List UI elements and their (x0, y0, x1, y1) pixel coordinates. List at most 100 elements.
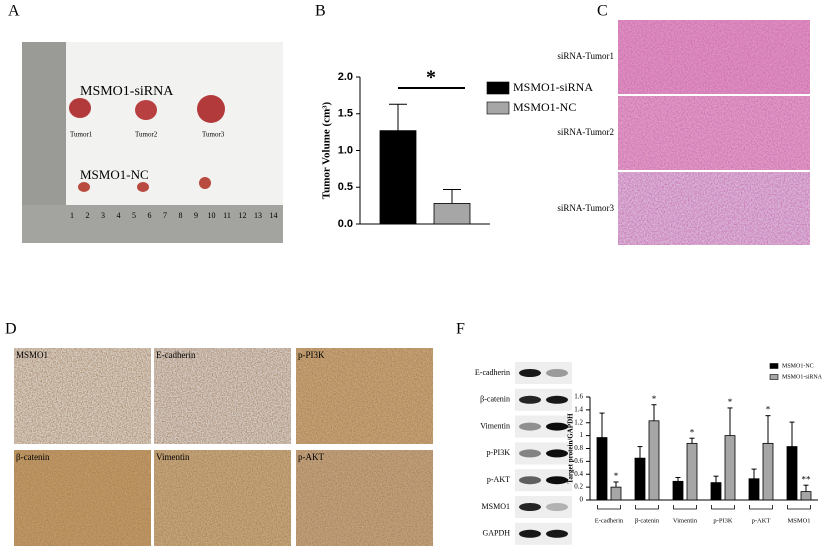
blot-label: p-PI3K (486, 448, 510, 457)
y-tick-label: 0.4 (574, 470, 583, 478)
ihc-label: Vimentin (156, 452, 190, 462)
blot-band (519, 369, 541, 377)
category-bracket (787, 505, 811, 510)
ihc-label: p-PI3K (298, 350, 325, 360)
significance: * (652, 394, 657, 404)
blot-band (546, 476, 568, 485)
blot-label: Vimentin (480, 421, 510, 430)
legend-label: MSMO1-NC (782, 363, 814, 369)
blot-label: p-AKT (487, 475, 510, 484)
bar (634, 457, 646, 501)
bar (379, 130, 417, 225)
ihc-label: MSMO1 (16, 350, 48, 360)
ruler-number: 7 (163, 211, 167, 220)
blot-panel (515, 469, 572, 492)
histology-texture (618, 96, 810, 170)
blot-band (519, 449, 541, 458)
ruler-number: 9 (194, 211, 198, 220)
histology-c (618, 20, 810, 245)
blot-band (519, 503, 541, 511)
bar (786, 446, 798, 501)
ruler-number: 5 (132, 211, 136, 220)
bar (748, 478, 760, 501)
photo-a (22, 42, 283, 243)
y-tick-label: 1.2 (574, 418, 583, 426)
tumor (69, 98, 91, 118)
y-tick-label: 0.2 (574, 483, 583, 491)
tumor-label: Tumor3 (202, 131, 225, 139)
ihc-texture (296, 348, 433, 444)
bar (648, 420, 660, 501)
blot-panel (515, 415, 572, 438)
tumor (78, 182, 90, 192)
ruler-number: 3 (101, 211, 105, 220)
blot-panel (515, 362, 572, 384)
ruler-number: 13 (254, 211, 262, 220)
y-tick-label: 0.8 (574, 444, 583, 452)
category-bracket (635, 505, 659, 510)
blot-panel (515, 388, 572, 411)
western-f: E-cadherin β-catenin Vimentin p-PI3K p-AKT MS… (475, 362, 572, 545)
tumor-label: Tumor1 (70, 131, 93, 139)
histology-texture (618, 20, 810, 94)
panel-label: B (315, 3, 326, 20)
blot-panel (515, 496, 572, 518)
ruler-bottom (22, 205, 283, 243)
blot-band (546, 529, 568, 538)
ruler-number: 2 (86, 211, 90, 220)
ihc-texture (154, 450, 291, 546)
x-tick-label: MSMO1 (787, 517, 810, 524)
blot-band (546, 503, 568, 511)
legend-label: MSMO1-siRNA (782, 374, 823, 380)
ruler-number: 14 (270, 211, 278, 220)
y-tick-label: 1.0 (338, 144, 353, 156)
ruler-number: 10 (208, 211, 216, 220)
ruler-number: 11 (223, 211, 231, 220)
y-tick-label: 1.4 (574, 405, 583, 413)
y-axis-label: Tumor Volume (cm³) (321, 101, 333, 199)
group-label: MSMO1-NC (80, 167, 149, 182)
x-tick-label: p-PI3K (713, 517, 732, 524)
bar (433, 203, 471, 225)
bar (672, 480, 684, 501)
panel-label: C (597, 3, 608, 20)
group-label: MSMO1-siRNA (80, 84, 174, 99)
category-bracket (711, 505, 735, 510)
legend-label: MSMO1-siRNA (513, 80, 593, 94)
blot-panel (515, 442, 572, 465)
y-tick-label: 0 (580, 496, 584, 504)
panel-label: F (456, 321, 465, 338)
legend-swatch (486, 101, 510, 115)
legend-swatch (769, 374, 779, 380)
ruler-number: 6 (148, 211, 152, 220)
blot-label: β-catenin (480, 395, 510, 404)
ruler-number: 4 (117, 211, 121, 220)
ihc-texture (14, 450, 151, 546)
tumor (199, 177, 211, 189)
tumor-label: Tumor2 (135, 131, 158, 139)
bar (800, 491, 812, 501)
bar (762, 442, 774, 501)
significance: * (690, 427, 695, 437)
x-tick-label: β-catenin (635, 517, 660, 524)
x-tick-label: E-cadherin (595, 517, 624, 524)
y-tick-label: 1.6 (574, 393, 583, 401)
blot-band (546, 369, 568, 377)
bar (724, 435, 736, 501)
ihc-label: β-catenin (16, 452, 50, 462)
ruler-left (22, 42, 66, 210)
panel-label: A (8, 3, 20, 20)
blot-band (519, 422, 541, 431)
legend-swatch (769, 363, 779, 369)
histology-texture (618, 172, 810, 245)
bar (686, 442, 698, 501)
significance: * (426, 67, 436, 89)
y-axis-label: Target protein/GAPDH (567, 413, 575, 484)
y-tick-label: 0.6 (574, 457, 583, 465)
category-bracket (749, 505, 773, 510)
legend-swatch (486, 81, 510, 95)
y-tick-label: 0.0 (338, 218, 353, 230)
ihc-label: p-AKT (298, 452, 324, 462)
histology-label: siRNA-Tumor1 (557, 51, 614, 61)
blot-band (519, 529, 541, 538)
